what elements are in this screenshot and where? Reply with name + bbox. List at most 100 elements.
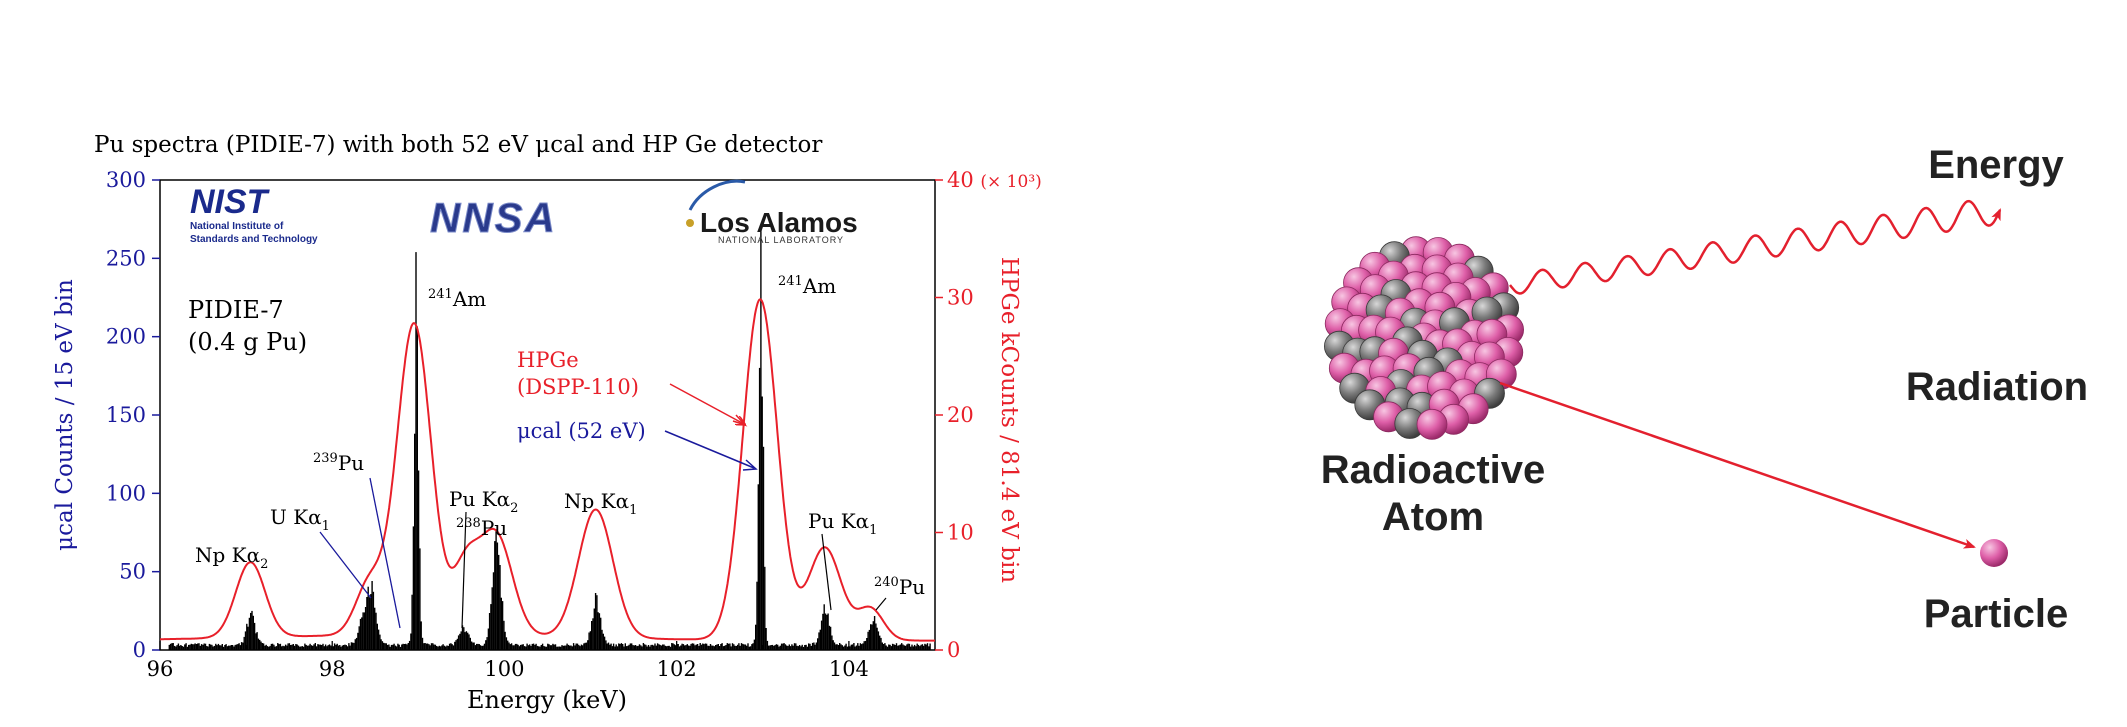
u-ka1-pointer xyxy=(319,531,372,599)
mucal-bar xyxy=(839,643,841,650)
mucal-bar xyxy=(530,645,532,650)
mucal-bar xyxy=(326,646,328,650)
mucal-bar xyxy=(505,637,508,650)
mucal-bar xyxy=(641,646,643,650)
mucal-bar xyxy=(643,644,646,650)
mucal-bar xyxy=(335,644,337,650)
mucal-bar xyxy=(610,643,612,650)
mucal-bar xyxy=(417,470,420,650)
mucal-bar xyxy=(248,617,251,650)
mucal-bar xyxy=(168,644,170,650)
mucal-bar xyxy=(588,632,590,650)
mucal-bar xyxy=(863,641,865,650)
mucal-bar xyxy=(549,645,552,650)
mucal-bar xyxy=(609,644,611,650)
mucal-bar xyxy=(729,643,731,650)
mucal-bar xyxy=(848,646,850,650)
mucal-bar xyxy=(860,644,863,650)
mucal-bar xyxy=(253,622,256,650)
mucal-bar xyxy=(908,643,911,650)
mucal-bar xyxy=(893,644,895,650)
mucal-bar xyxy=(818,632,820,650)
mucal-bar xyxy=(676,644,678,650)
mucal-bar xyxy=(561,645,563,650)
mucal-bar xyxy=(655,645,657,650)
mucal-bar xyxy=(751,644,753,650)
mucal-bar xyxy=(925,644,927,650)
mucal-bar xyxy=(322,643,324,650)
energy-wave-arrow xyxy=(1509,199,2002,295)
mucal-bar xyxy=(287,643,289,650)
mucal-bar xyxy=(663,644,665,650)
mucal-bar xyxy=(791,644,793,650)
mucal-bar xyxy=(700,644,703,650)
mucal-bar xyxy=(212,646,214,650)
mucal-bar xyxy=(371,581,373,650)
mucal-bar xyxy=(265,644,267,650)
mucal-bar xyxy=(715,645,717,650)
mucal-bar xyxy=(319,644,322,650)
particle-arrow xyxy=(1499,381,1976,549)
mucal-bar xyxy=(673,644,676,650)
mucal-bar xyxy=(602,633,604,650)
mucal-bar xyxy=(361,617,363,650)
mucal-bar xyxy=(229,645,231,650)
mucal-bar xyxy=(619,644,621,650)
mucal-bar xyxy=(408,640,411,650)
mucal-bar xyxy=(540,645,542,650)
mucal-bar xyxy=(593,608,595,650)
mucal-bar xyxy=(756,581,758,650)
mucal-bar xyxy=(798,645,801,650)
hpge-pointer xyxy=(669,383,744,424)
mucal-bar xyxy=(317,644,319,650)
mucal-bar xyxy=(252,615,254,650)
mucal-bar xyxy=(784,644,787,650)
mucal-bar xyxy=(795,643,797,650)
mucal-bar xyxy=(899,644,902,650)
mucal-bar xyxy=(270,643,273,650)
mucal-bar xyxy=(788,644,790,650)
mucal-bar xyxy=(376,623,378,650)
mucal-bar xyxy=(671,643,673,650)
mucal-bar xyxy=(536,645,539,650)
mucal-bar xyxy=(486,637,488,650)
mucal-bar xyxy=(762,446,765,650)
mucal-bar xyxy=(235,644,238,650)
mucal-bar xyxy=(195,644,198,650)
mucal-bar xyxy=(898,645,900,650)
mucal-bar xyxy=(442,644,444,650)
radiation-diagram: Energy Radiation Particle Radioactive At… xyxy=(1321,143,2088,636)
x-axis-ticks: 96 98 100 102 104 xyxy=(147,641,869,681)
mucal-bar xyxy=(724,645,726,650)
nist-logo: NIST National Institute of Standards and… xyxy=(190,183,318,245)
mucal-bar xyxy=(598,613,601,650)
mucal-bar xyxy=(867,631,869,650)
mucal-bar xyxy=(601,629,603,650)
mucal-bar xyxy=(566,643,568,650)
mucal-bar xyxy=(755,624,757,650)
mucal-bar xyxy=(906,644,908,650)
mucal-bar xyxy=(880,637,882,650)
mucal-bar xyxy=(503,620,505,650)
mucal-bar xyxy=(266,646,269,650)
mucal-bar xyxy=(255,633,257,650)
mucal-bar xyxy=(370,594,372,650)
mucal-bar xyxy=(786,645,788,650)
mucal-bar xyxy=(835,644,837,650)
mucal-bar xyxy=(845,643,847,650)
mucal-bar xyxy=(228,645,230,650)
mucal-bar xyxy=(173,645,176,650)
mucal-bar xyxy=(703,644,705,650)
mucal-bar xyxy=(738,643,740,650)
annotation-np-ka1: Np Kα1 xyxy=(564,489,637,518)
mucal-bar xyxy=(731,643,734,650)
mucal-bar xyxy=(301,646,304,650)
mucal-bar xyxy=(882,644,885,650)
mucal-bar xyxy=(260,641,262,650)
mucal-bar xyxy=(510,643,513,650)
pu-ka2-pointer xyxy=(461,511,467,629)
mucal-bar xyxy=(682,644,685,650)
mucal-bar xyxy=(545,646,548,650)
mucal-bar xyxy=(239,645,242,650)
mucal-bar xyxy=(333,643,336,650)
